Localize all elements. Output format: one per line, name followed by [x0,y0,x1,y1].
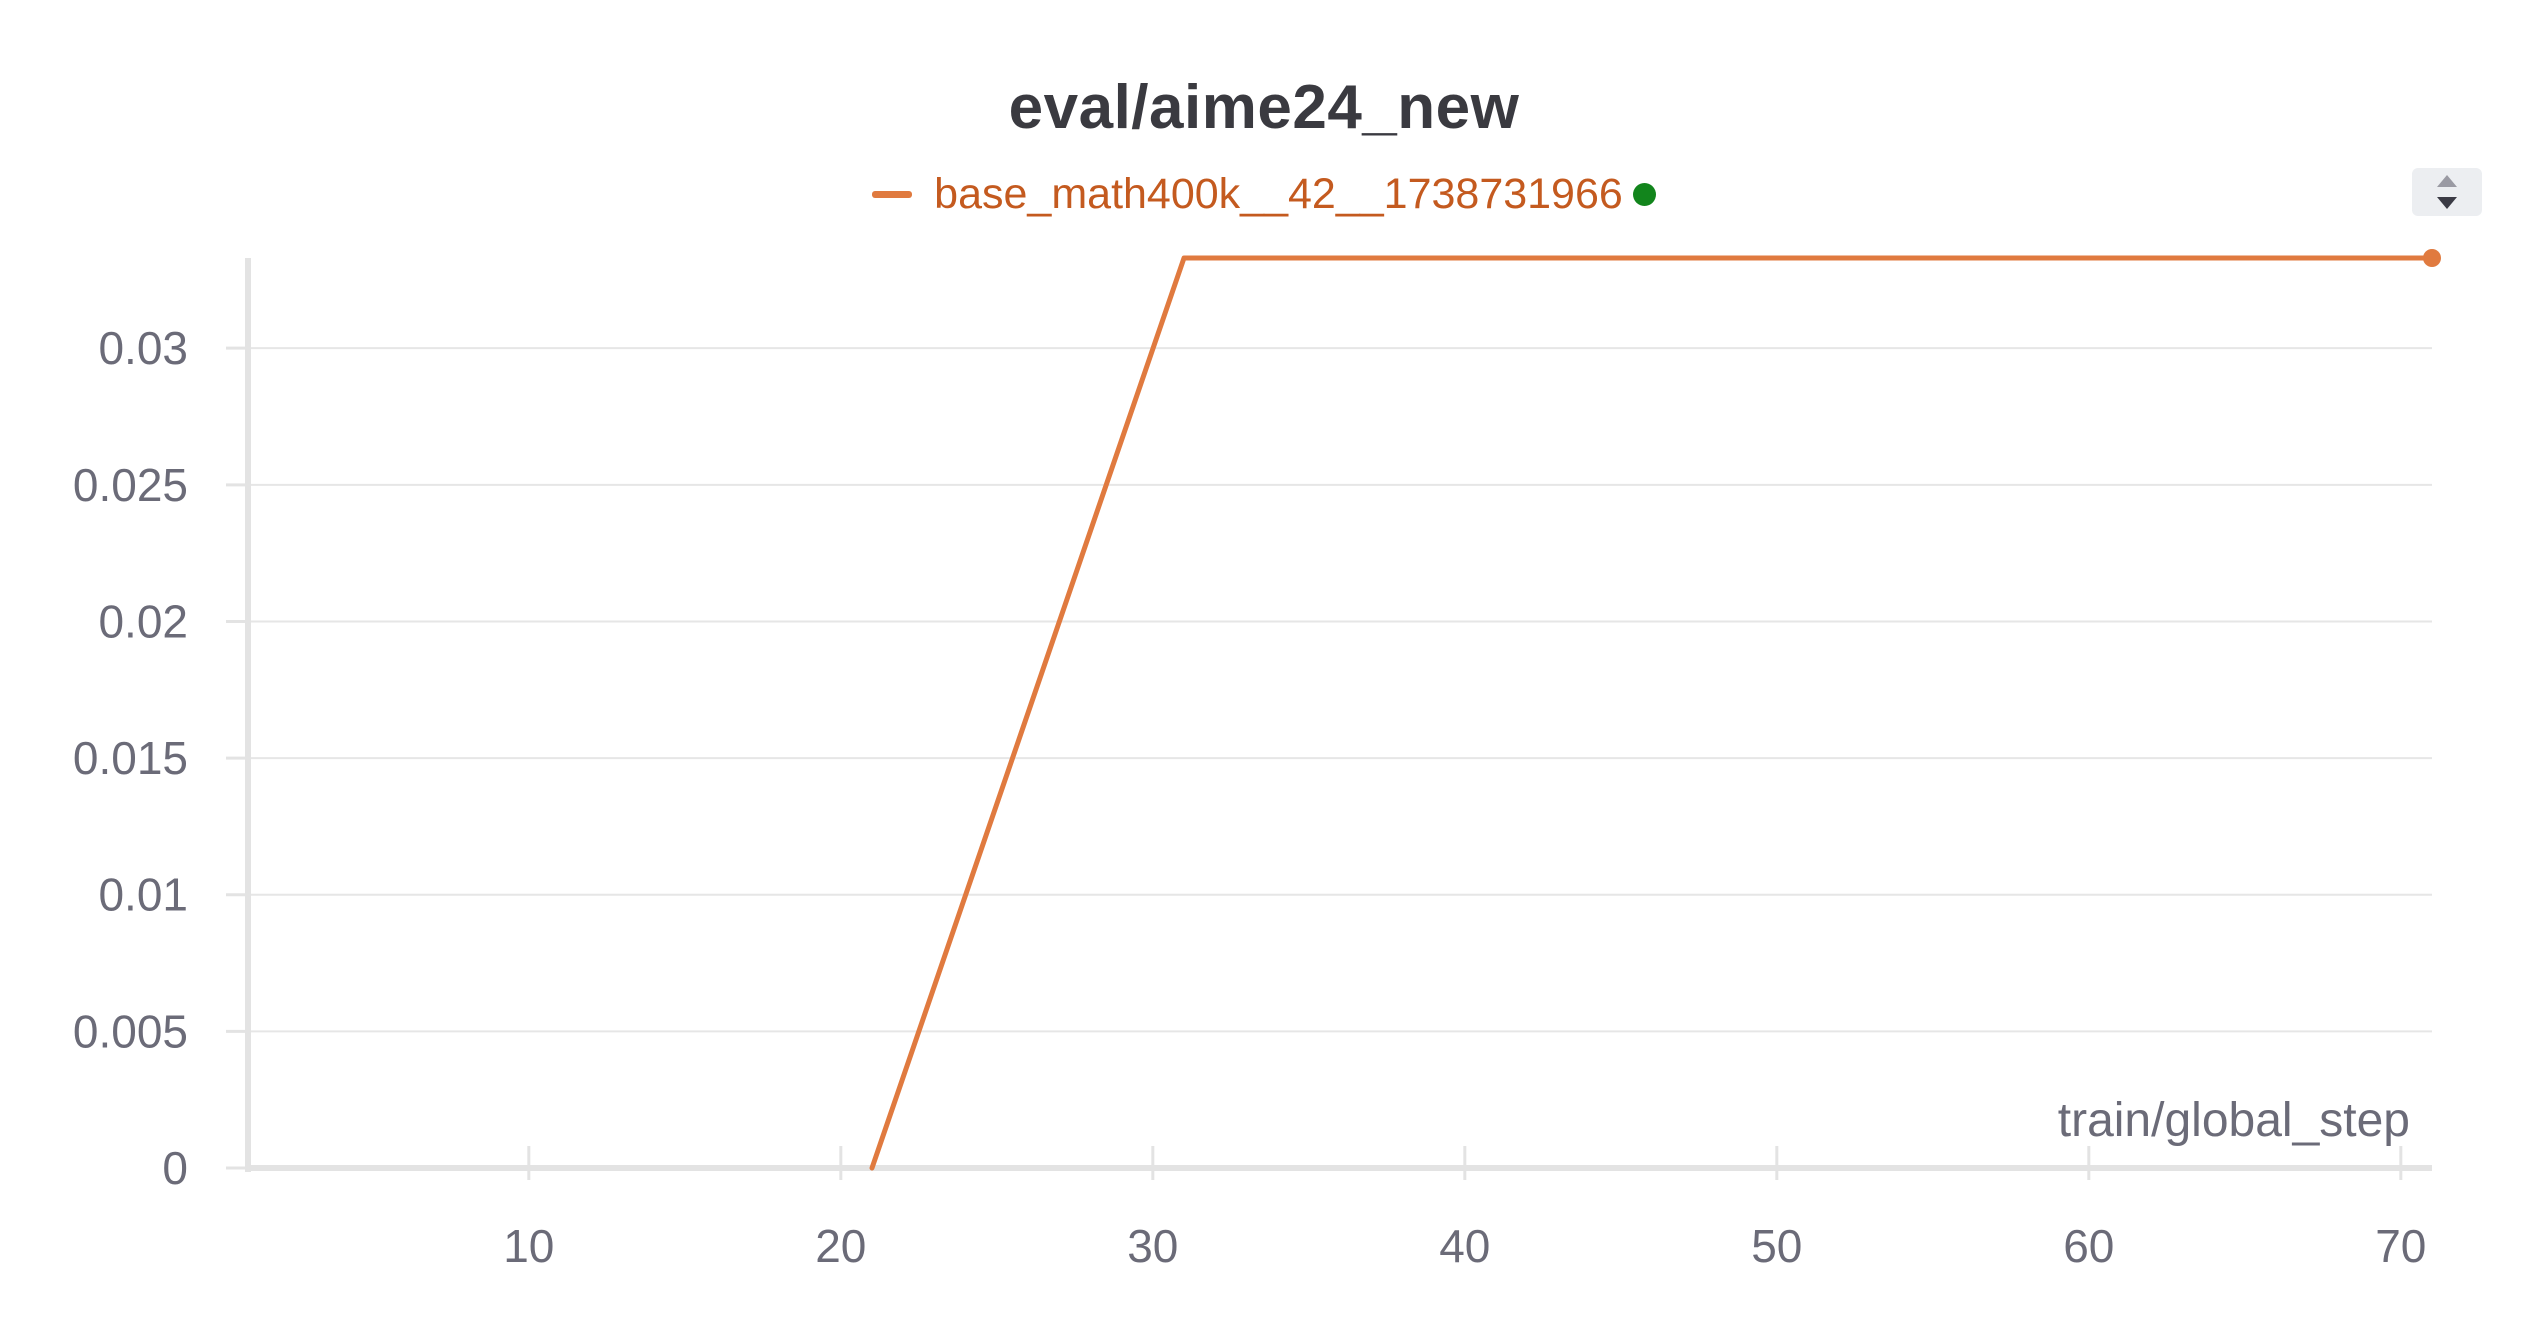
y-tick-label: 0.025 [73,459,188,511]
legend-swatch [872,190,913,198]
x-tick-label: 70 [2375,1220,2426,1272]
y-tick-label: 0.01 [98,869,188,921]
grid-lines [248,347,2432,1033]
chart-title: eval/aime24_new [1008,73,1520,142]
x-tick-label: 10 [503,1220,554,1272]
legend-scroller[interactable] [2412,168,2482,216]
y-tick-label: 0.015 [73,732,188,784]
x-tick-label: 20 [815,1220,866,1272]
x-tick-label: 60 [2063,1220,2114,1272]
tick-labels: 0 0.005 0.01 0.015 0.02 0.025 0.03 10 20 30 40 50 60… [73,322,2427,1272]
x-tick-label: 30 [1127,1220,1178,1272]
y-tick-label: 0.005 [73,1005,188,1057]
axes [226,258,2432,1180]
y-tick-label: 0.03 [98,322,188,374]
x-axis-label: train/global_step [2058,1094,2410,1147]
series-line [869,255,2435,1171]
run-status-dot [1632,182,1656,206]
x-tick-label: 40 [1439,1220,1490,1272]
y-tick-label: 0 [162,1142,188,1194]
legend: base_math400k__42__1738731966 [0,164,2528,224]
x-tick-label: 50 [1751,1220,1802,1272]
legend-series-label[interactable]: base_math400k__42__1738731966 [934,170,1623,218]
series-layer [869,249,2441,1171]
series-last-point [2423,249,2441,267]
y-tick-label: 0.02 [98,595,188,647]
up-down-arrows-icon [2437,175,2457,209]
